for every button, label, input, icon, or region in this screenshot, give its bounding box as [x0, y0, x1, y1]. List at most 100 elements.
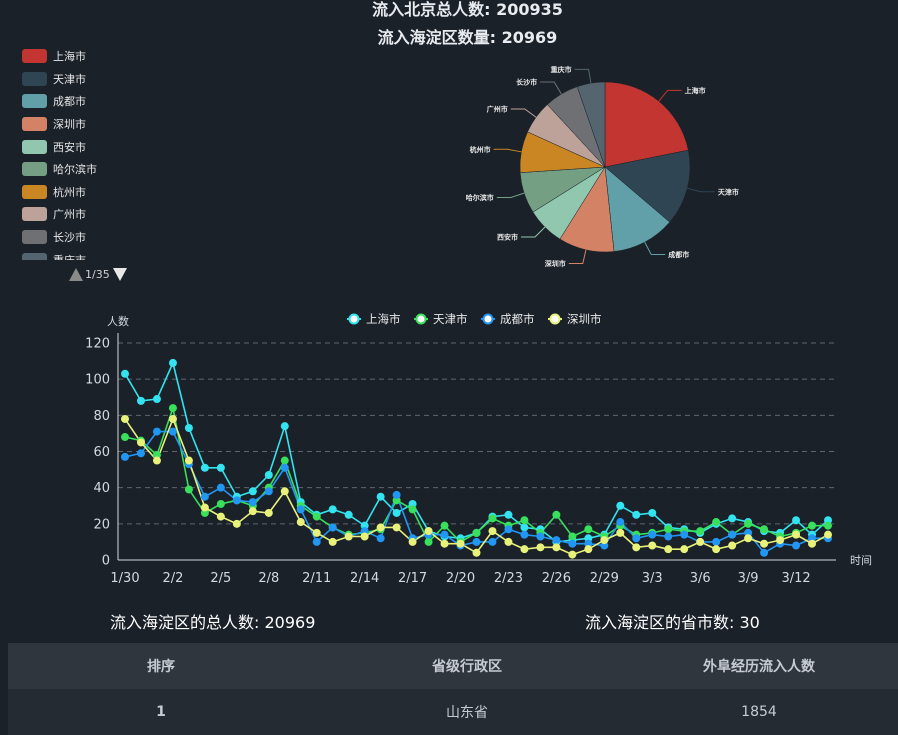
data-point[interactable] — [376, 523, 385, 532]
legend-item[interactable]: 广州市 — [22, 203, 142, 226]
data-point[interactable] — [184, 456, 193, 465]
data-point[interactable] — [552, 543, 561, 552]
data-point[interactable] — [776, 536, 785, 545]
data-point[interactable] — [520, 516, 529, 525]
data-point[interactable] — [760, 525, 769, 534]
data-point[interactable] — [520, 530, 529, 539]
data-point[interactable] — [504, 537, 513, 546]
data-point[interactable] — [712, 545, 721, 554]
data-point[interactable] — [488, 537, 497, 546]
legend-item[interactable]: 深圳市 — [22, 113, 142, 136]
data-point[interactable] — [408, 537, 417, 546]
data-point[interactable] — [392, 490, 401, 499]
data-point[interactable] — [472, 537, 481, 546]
data-point[interactable] — [664, 532, 673, 541]
data-point[interactable] — [136, 438, 145, 447]
data-point[interactable] — [360, 532, 369, 541]
data-point[interactable] — [680, 530, 689, 539]
data-point[interactable] — [200, 463, 209, 472]
data-point[interactable] — [121, 369, 129, 378]
series-legend-label[interactable]: 天津市 — [433, 312, 468, 326]
data-point[interactable] — [744, 534, 753, 543]
page-down-icon[interactable] — [112, 268, 127, 281]
data-point[interactable] — [568, 539, 577, 548]
series-legend-marker[interactable] — [549, 313, 561, 325]
data-point[interactable] — [600, 536, 609, 545]
data-point[interactable] — [824, 530, 832, 539]
table-row[interactable]: 1 山东省 1854 — [8, 689, 898, 735]
data-point[interactable] — [280, 456, 289, 465]
data-point[interactable] — [328, 505, 337, 514]
data-point[interactable] — [632, 510, 641, 519]
data-point[interactable] — [584, 545, 593, 554]
data-point[interactable] — [536, 532, 545, 541]
data-point[interactable] — [264, 471, 273, 480]
data-point[interactable] — [728, 541, 737, 550]
legend-item[interactable]: 长沙市 — [22, 226, 142, 249]
data-point[interactable] — [440, 539, 449, 548]
data-point[interactable] — [568, 550, 577, 559]
data-point[interactable] — [504, 510, 513, 519]
data-point[interactable] — [216, 463, 225, 472]
data-point[interactable] — [760, 548, 769, 557]
data-point[interactable] — [184, 423, 193, 432]
legend-pager[interactable]: 1/35 — [69, 268, 127, 281]
data-point[interactable] — [232, 519, 241, 528]
data-point[interactable] — [440, 521, 449, 530]
pie-slice[interactable] — [576, 81, 606, 168]
data-point[interactable] — [296, 518, 305, 527]
data-point[interactable] — [648, 530, 657, 539]
series-legend-marker[interactable] — [482, 313, 494, 325]
data-point[interactable] — [808, 521, 817, 530]
legend-item[interactable]: 哈尔滨市 — [22, 158, 142, 181]
pie-slice[interactable] — [604, 81, 689, 168]
data-point[interactable] — [664, 545, 673, 554]
data-point[interactable] — [121, 414, 129, 423]
data-point[interactable] — [568, 532, 577, 541]
legend-item[interactable]: 杭州市 — [22, 181, 142, 204]
series-legend-marker[interactable] — [415, 313, 427, 325]
data-point[interactable] — [632, 543, 641, 552]
data-point[interactable] — [792, 530, 801, 539]
data-point[interactable] — [376, 492, 385, 501]
data-point[interactable] — [216, 499, 225, 508]
data-point[interactable] — [680, 545, 689, 554]
data-point[interactable] — [121, 433, 129, 442]
data-point[interactable] — [392, 508, 401, 517]
data-point[interactable] — [552, 536, 561, 545]
data-point[interactable] — [136, 396, 145, 405]
data-point[interactable] — [808, 539, 817, 548]
data-point[interactable] — [152, 395, 161, 404]
data-point[interactable] — [536, 543, 545, 552]
data-point[interactable] — [168, 404, 177, 413]
data-point[interactable] — [328, 537, 337, 546]
series-legend-label[interactable]: 成都市 — [500, 312, 535, 326]
data-point[interactable] — [200, 503, 209, 512]
data-point[interactable] — [696, 537, 705, 546]
data-point[interactable] — [664, 525, 673, 534]
data-point[interactable] — [472, 528, 481, 537]
data-point[interactable] — [248, 498, 257, 507]
data-point[interactable] — [344, 510, 353, 519]
data-point[interactable] — [184, 485, 193, 494]
data-point[interactable] — [504, 525, 513, 534]
legend-item[interactable]: 重庆市 — [22, 248, 142, 260]
data-point[interactable] — [248, 507, 257, 516]
data-point[interactable] — [152, 427, 161, 436]
data-point[interactable] — [264, 508, 273, 517]
data-point[interactable] — [392, 523, 401, 532]
data-point[interactable] — [200, 492, 209, 501]
data-point[interactable] — [408, 505, 417, 514]
data-point[interactable] — [712, 518, 721, 527]
data-point[interactable] — [232, 496, 241, 505]
data-point[interactable] — [632, 534, 641, 543]
data-point[interactable] — [280, 463, 289, 472]
data-point[interactable] — [376, 534, 385, 543]
data-point[interactable] — [312, 537, 321, 546]
pie-slice[interactable] — [604, 149, 691, 223]
data-point[interactable] — [344, 532, 353, 541]
data-point[interactable] — [168, 427, 177, 436]
data-point[interactable] — [280, 487, 289, 496]
data-point[interactable] — [424, 527, 433, 536]
data-point[interactable] — [440, 530, 449, 539]
